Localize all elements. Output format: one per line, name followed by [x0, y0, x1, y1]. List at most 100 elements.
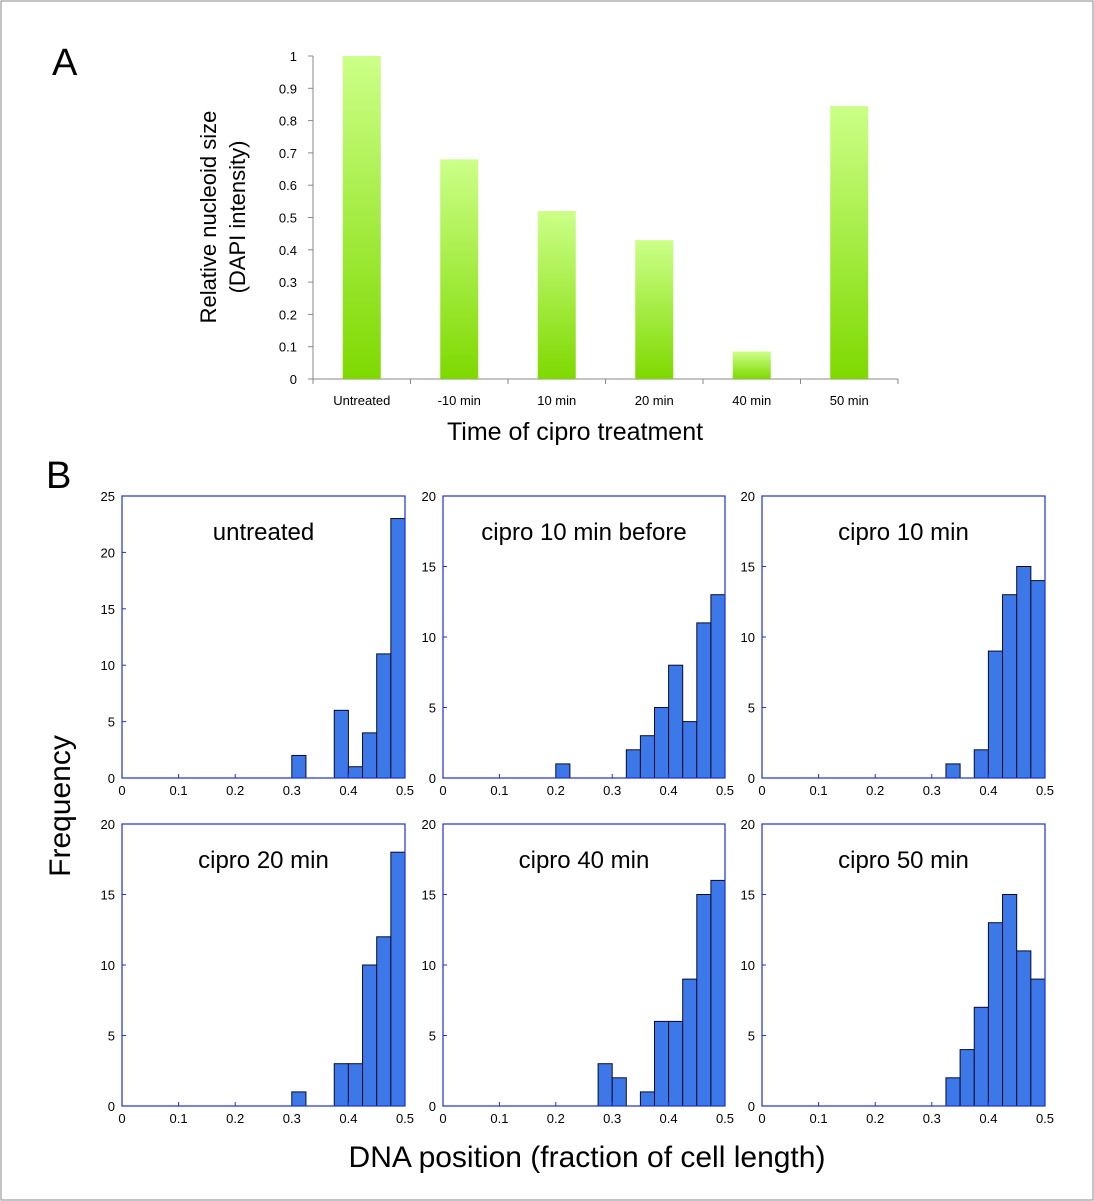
histogram-bar [710, 879, 726, 1107]
histogram-bar [555, 763, 571, 779]
panel-a-category-label: 10 min [537, 393, 576, 408]
histogram-title: cipro 20 min [198, 847, 329, 874]
histogram-ytick-label: 20 [101, 545, 115, 560]
histogram-bar [710, 594, 726, 779]
panel-a-category-label: Untreated [333, 393, 390, 408]
histogram-panel: 0 0.1 0.2 0.3 0.4 0.5 0 5 10 15 20 25 untreated [101, 489, 415, 798]
histogram-bar [333, 709, 349, 779]
histogram-bar [639, 735, 656, 779]
panel-a-bar [635, 240, 674, 379]
histogram-bar [347, 1063, 364, 1107]
panel-a-category-label: -10 min [438, 393, 481, 408]
histogram-bar [668, 664, 684, 779]
histogram-bar [376, 936, 392, 1107]
panel-a-ytick-label: 0.8 [279, 114, 297, 129]
histogram-bar [973, 749, 989, 779]
histogram-ytick-label: 5 [429, 1029, 436, 1044]
histogram-xtick-label: 0 [758, 1111, 765, 1126]
histogram-ytick-label: 25 [101, 489, 115, 504]
histogram-xtick-label: 0 [118, 783, 125, 798]
histogram-panel: 0 0.1 0.2 0.3 0.4 0.5 0 5 10 15 20 cipro 50 min [741, 817, 1055, 1126]
histogram-bar [347, 766, 364, 779]
panel-a-ytick-label: 0 [290, 372, 297, 387]
histogram-xtick-label: 0 [118, 1111, 125, 1126]
histogram-title: cipro 50 min [838, 847, 969, 874]
histogram-ytick-label: 0 [429, 1099, 436, 1114]
histogram-xtick-label: 0 [439, 1111, 446, 1126]
histogram-xtick-label: 0.1 [490, 1111, 508, 1126]
histogram-bar [362, 964, 378, 1107]
histogram-bar [696, 622, 712, 779]
histogram-ytick-label: 10 [422, 630, 436, 645]
histogram-xtick-label: 0.3 [923, 783, 941, 798]
histogram-ytick-label: 10 [101, 658, 115, 673]
dna-position-axis-label: DNA position (fraction of cell length) [349, 1141, 826, 1174]
histogram-bar [1016, 566, 1032, 779]
panel-a-bar [732, 351, 771, 379]
histogram-bar [959, 1049, 975, 1107]
histogram-bar [597, 1063, 613, 1107]
histogram-title: cipro 10 min [838, 519, 969, 546]
histogram-ytick-label: 10 [422, 958, 436, 973]
histogram-xtick-label: 0.2 [226, 1111, 244, 1126]
histogram-xtick-label: 0.3 [603, 1111, 621, 1126]
histogram-xtick-label: 0.1 [810, 783, 828, 798]
histogram-panel: 0 0.1 0.2 0.3 0.4 0.5 0 5 10 15 20 cipro 10 min bef… [422, 489, 735, 798]
panel-a-bar [440, 159, 479, 379]
histogram-xtick-label: 0.5 [716, 1111, 734, 1126]
histogram-bar [682, 721, 698, 779]
histogram-xtick-label: 0.1 [170, 1111, 188, 1126]
histogram-bar [390, 518, 406, 779]
panel-a-ytick-label: 0.5 [279, 211, 297, 226]
histogram-bar [1016, 950, 1032, 1107]
histogram-ytick-label: 5 [748, 701, 755, 716]
panel-a-ytick-label: 0.3 [279, 275, 297, 290]
panel-a-ylabel-line2: (DAPI intensity) [225, 141, 250, 294]
histogram-xtick-label: 0.4 [660, 1111, 678, 1126]
histogram-bar [1030, 978, 1046, 1107]
histogram-frame [121, 495, 406, 779]
histogram-xtick-label: 0.4 [339, 783, 357, 798]
panel-a-ytick-label: 1 [290, 49, 297, 64]
histogram-bar [987, 650, 1004, 779]
histogram-xtick-label: 0.2 [226, 783, 244, 798]
panel-a-bar-chart: Relative nucleoid size (DAPI intensity) … [196, 49, 899, 446]
histogram-ytick-label: 20 [101, 817, 115, 832]
histogram-bar [945, 763, 961, 779]
histogram-bar [696, 894, 712, 1107]
histogram-ytick-label: 15 [422, 888, 436, 903]
histogram-bar [639, 1091, 656, 1107]
histogram-xtick-label: 0.5 [1036, 783, 1054, 798]
histogram-ytick-label: 10 [741, 630, 755, 645]
histogram-bar [376, 653, 392, 779]
panel-label-a: A [52, 42, 78, 84]
histogram-xtick-label: 0.2 [547, 1111, 565, 1126]
histogram-xtick-label: 0.3 [923, 1111, 941, 1126]
panel-a-bar [342, 56, 381, 379]
histogram-xtick-label: 0.5 [396, 783, 414, 798]
panel-a-ytick-label: 0.2 [279, 307, 297, 322]
histogram-xtick-label: 0.4 [979, 1111, 997, 1126]
histogram-bar [668, 1020, 684, 1107]
histogram-xtick-label: 0.3 [603, 783, 621, 798]
histogram-bar [654, 707, 670, 779]
histogram-ytick-label: 15 [741, 560, 755, 575]
panel-a-ylabel-line1: Relative nucleoid size [196, 111, 221, 324]
histogram-xtick-label: 0 [758, 783, 765, 798]
histogram-ytick-label: 5 [108, 1029, 115, 1044]
histogram-ytick-label: 0 [108, 1099, 115, 1114]
histogram-ytick-label: 20 [741, 817, 755, 832]
panel-a-category-label: 40 min [732, 393, 771, 408]
histogram-bar [333, 1063, 349, 1107]
panel-a-ytick-label: 0.9 [279, 81, 297, 96]
panel-label-b: B [46, 455, 71, 497]
panel-a-bar [537, 211, 576, 379]
histogram-bar [682, 978, 698, 1107]
histogram-xtick-label: 0.5 [716, 783, 734, 798]
panel-a-xlabel: Time of cipro treatment [447, 418, 703, 446]
panel-a-ytick-label: 0.6 [279, 178, 297, 193]
histogram-xtick-label: 0 [439, 783, 446, 798]
